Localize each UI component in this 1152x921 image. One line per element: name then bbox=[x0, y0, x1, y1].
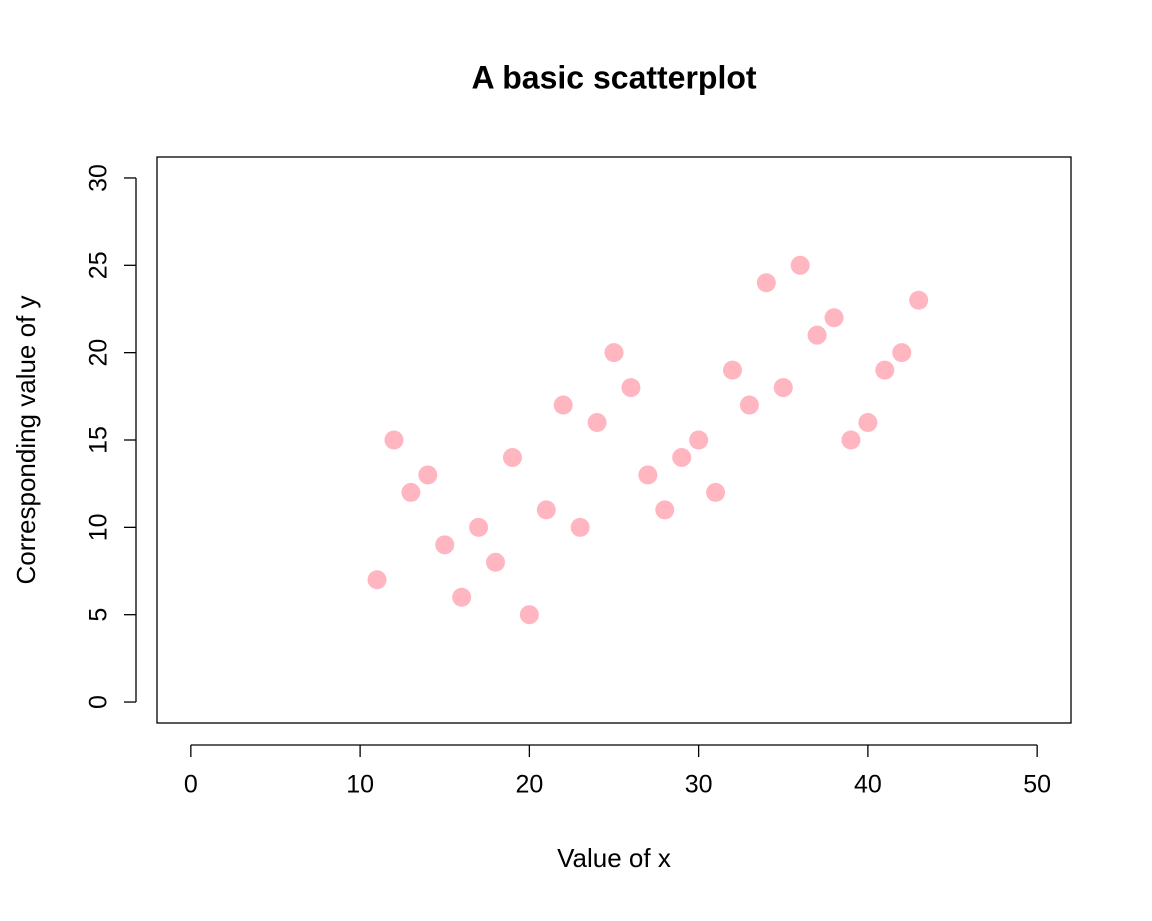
point bbox=[519, 605, 539, 625]
point bbox=[672, 447, 692, 467]
plot-box bbox=[156, 156, 1072, 724]
y-tick-label: 15 bbox=[85, 426, 113, 454]
point bbox=[773, 378, 793, 398]
point bbox=[452, 587, 472, 607]
x-tick-label: 40 bbox=[854, 771, 882, 799]
y-tick-label: 30 bbox=[85, 164, 113, 192]
point bbox=[502, 447, 522, 467]
x-tick-label: 50 bbox=[1023, 771, 1051, 799]
x-tick-label: 0 bbox=[184, 771, 198, 799]
point bbox=[841, 430, 861, 450]
point bbox=[706, 482, 726, 502]
point bbox=[756, 273, 776, 293]
point bbox=[790, 255, 810, 275]
y-tick-label: 0 bbox=[85, 695, 113, 709]
point bbox=[384, 430, 404, 450]
point bbox=[486, 552, 506, 572]
point bbox=[722, 360, 742, 380]
point bbox=[536, 500, 556, 520]
y-tick-label: 20 bbox=[85, 339, 113, 367]
point bbox=[892, 343, 912, 363]
point bbox=[689, 430, 709, 450]
point bbox=[621, 378, 641, 398]
point bbox=[807, 325, 827, 345]
point bbox=[469, 517, 489, 537]
point bbox=[909, 290, 929, 310]
point bbox=[824, 308, 844, 328]
point bbox=[401, 482, 421, 502]
y-tick-label: 25 bbox=[85, 251, 113, 279]
y-tick-label: 10 bbox=[85, 513, 113, 541]
point bbox=[367, 570, 387, 590]
point bbox=[875, 360, 895, 380]
point bbox=[638, 465, 658, 485]
y-tick-label: 5 bbox=[85, 608, 113, 622]
point bbox=[604, 343, 624, 363]
point bbox=[553, 395, 573, 415]
x-tick-label: 20 bbox=[515, 771, 543, 799]
point bbox=[570, 517, 590, 537]
x-tick-label: 10 bbox=[346, 771, 374, 799]
x-axis-label: Value of x bbox=[557, 843, 671, 873]
point bbox=[858, 413, 878, 433]
point bbox=[435, 535, 455, 555]
point bbox=[655, 500, 675, 520]
y-axis-label: Corresponding value of y bbox=[11, 295, 41, 584]
point bbox=[418, 465, 438, 485]
point bbox=[587, 413, 607, 433]
chart-title: A basic scatterplot bbox=[471, 59, 756, 95]
point bbox=[739, 395, 759, 415]
x-tick-label: 30 bbox=[685, 771, 713, 799]
